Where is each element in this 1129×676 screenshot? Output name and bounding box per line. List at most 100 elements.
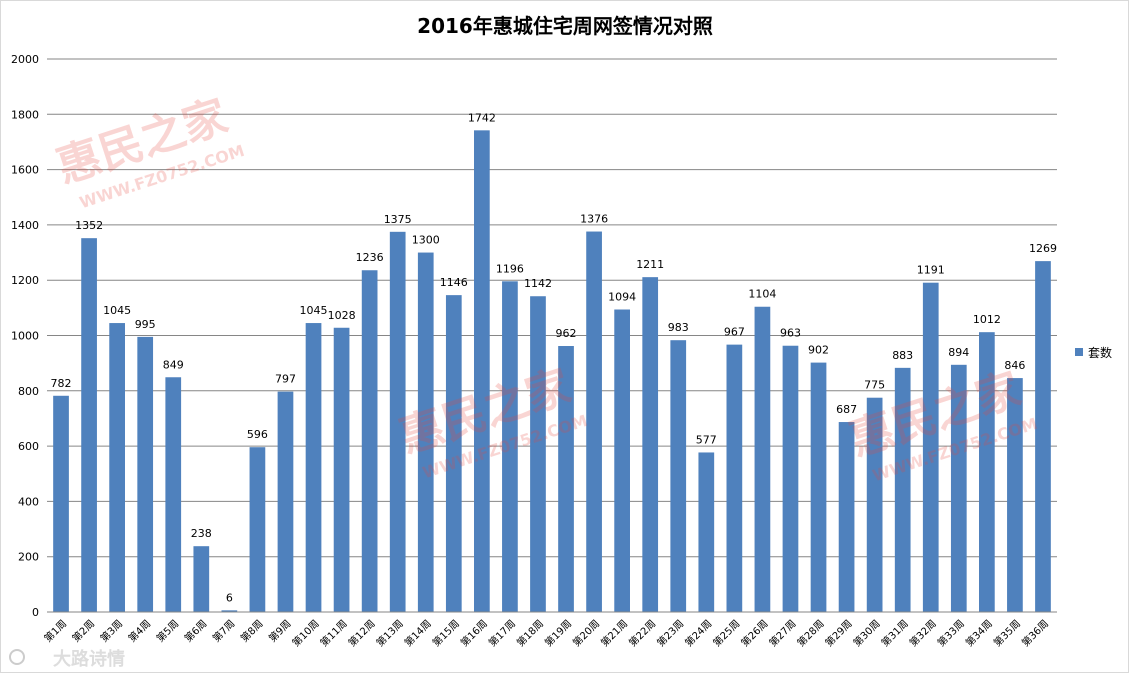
bar: [979, 332, 995, 612]
data-label: 849: [163, 358, 184, 371]
x-tick-label: 第32周: [907, 617, 939, 649]
data-label: 1236: [356, 251, 384, 264]
bar: [950, 364, 967, 612]
data-label: 1012: [973, 313, 1001, 326]
bars: [53, 130, 1051, 613]
bar: [193, 546, 210, 612]
legend-label: 套数: [1088, 345, 1112, 360]
bar: [614, 309, 630, 612]
bar: [221, 610, 238, 612]
bar: [165, 377, 182, 612]
bar: [445, 295, 462, 612]
x-tick-label: 第1周: [41, 617, 69, 645]
x-tick-label: 第36周: [1019, 617, 1051, 649]
x-tick-label: 第8周: [238, 617, 266, 645]
x-tick-label: 第34周: [963, 617, 995, 649]
data-label: 1211: [636, 258, 664, 271]
x-tick-label: 第16周: [458, 617, 490, 649]
data-label: 577: [696, 433, 717, 446]
bar: [586, 231, 602, 612]
x-tick-label: 第2周: [69, 617, 97, 645]
x-tick-label: 第13周: [373, 617, 405, 649]
data-label: 1104: [748, 288, 776, 301]
data-label: 846: [1004, 359, 1025, 372]
y-tick-label: 0: [32, 606, 39, 619]
bar: [558, 346, 574, 612]
y-tick-label: 200: [18, 551, 39, 564]
data-label: 1045: [103, 304, 131, 317]
bar: [838, 422, 855, 612]
data-label: 1742: [468, 111, 496, 124]
chart-title: 2016年惠城住宅周网签情况对照: [417, 14, 713, 38]
x-tick-label: 第20周: [570, 617, 602, 649]
data-label: 894: [948, 346, 969, 359]
bar: [782, 345, 799, 612]
data-label: 775: [864, 379, 885, 392]
y-tick-label: 2000: [11, 53, 39, 66]
y-tick-label: 600: [18, 440, 39, 453]
data-label: 1300: [412, 234, 440, 247]
y-tick-label: 1800: [11, 108, 39, 121]
x-tick-label: 第14周: [402, 617, 434, 649]
y-axis-tick-labels: 0 200 400 600 800 1000 1200 1400 1600 1800 2000: [11, 53, 39, 619]
bar: [137, 336, 154, 612]
x-tick-label: 第10周: [289, 617, 321, 649]
data-label: 1196: [496, 262, 524, 275]
x-tick-label: 第3周: [97, 617, 125, 645]
x-tick-label: 第28周: [794, 617, 826, 649]
x-tick-label: 第25周: [710, 617, 742, 649]
footer-watermark: 大路诗情: [9, 648, 125, 670]
weibo-icon: [9, 649, 25, 665]
x-tick-label: 第35周: [991, 617, 1023, 649]
x-tick-label: 第33周: [935, 617, 967, 649]
data-label: 1045: [300, 304, 328, 317]
data-label: 983: [668, 321, 689, 334]
bar: [109, 323, 125, 612]
data-label: 962: [556, 327, 577, 340]
x-tick-label: 第4周: [125, 617, 153, 645]
x-tick-label: 第21周: [598, 617, 630, 649]
x-tick-label: 第31周: [878, 617, 910, 649]
bar: [1035, 261, 1051, 612]
data-label: 596: [247, 428, 268, 441]
x-tick-label: 第27周: [766, 617, 798, 649]
bar: [698, 452, 715, 612]
data-label: 238: [191, 527, 212, 540]
x-tick-label: 第23周: [654, 617, 686, 649]
x-tick-label: 第22周: [626, 617, 658, 649]
bar: [894, 367, 911, 612]
data-label: 967: [724, 326, 745, 339]
bar: [277, 391, 294, 612]
y-tick-label: 1600: [11, 164, 39, 177]
bar: [389, 231, 406, 612]
bar: [502, 281, 518, 612]
footer-watermark-text: 大路诗情: [53, 648, 125, 670]
bar: [305, 323, 322, 612]
bar: [670, 340, 687, 612]
data-label: 1146: [440, 276, 468, 289]
data-label: 883: [892, 349, 913, 362]
data-label: 1028: [328, 309, 356, 322]
legend-swatch: [1075, 348, 1083, 356]
data-label: 6: [226, 591, 233, 604]
data-label: 963: [780, 327, 801, 340]
data-label: 687: [836, 403, 857, 416]
y-tick-label: 800: [18, 385, 39, 398]
bar: [417, 252, 434, 613]
y-tick-label: 400: [18, 495, 39, 508]
x-tick-label: 第7周: [210, 617, 238, 645]
data-label: 995: [135, 318, 156, 331]
data-label: 1269: [1029, 242, 1057, 255]
bar: [249, 447, 266, 612]
data-label: 1375: [384, 213, 412, 226]
bar: [474, 130, 490, 612]
x-tick-label: 第19周: [542, 617, 574, 649]
bar: [866, 397, 883, 612]
x-tick-label: 第17周: [486, 617, 518, 649]
x-tick-label: 第24周: [682, 617, 714, 649]
bar: [81, 238, 97, 612]
